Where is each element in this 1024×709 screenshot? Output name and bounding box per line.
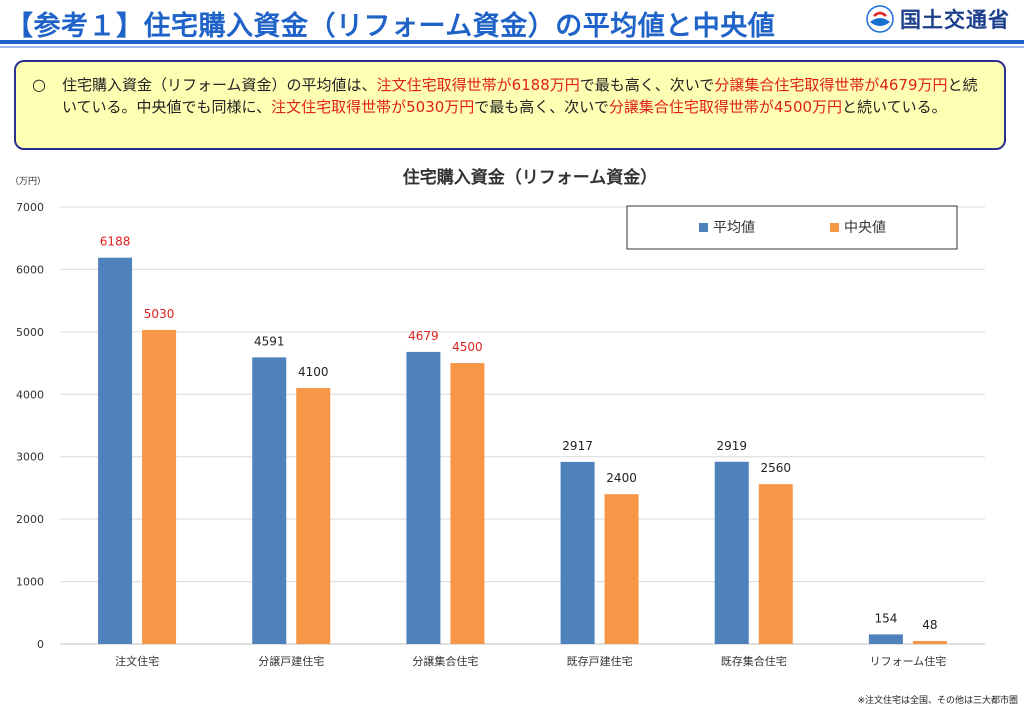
summary-segment: と続いている。中央値でも同様に、: [62, 76, 978, 116]
y-tick-label: 2000: [16, 513, 44, 526]
legend-label: 中央値: [844, 220, 886, 236]
bar: [142, 329, 177, 644]
summary-box: ○ 住宅購入資金（リフォーム資金）の平均値は、注文住宅取得世帯が6188万円で最…: [14, 60, 1006, 150]
y-tick-label: 6000: [16, 263, 44, 276]
summary-segment: と続いている。: [842, 98, 947, 116]
data-label: 48: [922, 618, 937, 632]
chart-legend: 平均値 中央値: [626, 205, 958, 250]
x-tick-label: 既存戸建住宅: [567, 654, 633, 668]
legend-box: [626, 205, 958, 250]
logo-text: 国土交通省: [900, 8, 1010, 32]
summary-text: 住宅購入資金（リフォーム資金）の平均値は、注文住宅取得世帯が6188万円で最も高…: [62, 74, 988, 118]
y-tick-label: 7000: [16, 201, 44, 214]
y-tick-label: 0: [37, 638, 44, 651]
summary-highlight: 注文住宅取得世帯が6188万円: [376, 76, 580, 94]
bar: [758, 484, 793, 644]
summary-bullet: ○: [32, 75, 46, 94]
data-label: 4500: [452, 340, 483, 354]
legend-swatch: [830, 223, 839, 232]
y-axis-unit-label: （万円）: [10, 176, 46, 187]
header-rule: [0, 40, 1024, 44]
bars-layer: [98, 257, 947, 644]
x-tick-label: 分譲集合住宅: [412, 654, 478, 668]
data-label: 154: [874, 611, 897, 625]
bar: [560, 461, 595, 644]
y-tick-label: 4000: [16, 388, 44, 401]
bar: [604, 494, 639, 644]
summary-segment: 住宅購入資金（リフォーム資金）の平均値は、: [62, 76, 377, 94]
summary-highlight: 分譲集合住宅取得世帯が4500万円: [608, 98, 843, 116]
summary-segment: で最も高く、次いで: [579, 76, 715, 94]
summary-segment: で最も高く、次いで: [474, 98, 609, 116]
data-label: 2919: [716, 439, 747, 453]
bar: [714, 461, 749, 644]
x-tick-label: 注文住宅: [115, 654, 159, 668]
header-rule-secondary: [0, 46, 1024, 48]
data-label: 2400: [606, 471, 637, 485]
bar: [98, 257, 133, 644]
x-tick-label: 分譲戸建住宅: [258, 654, 324, 668]
bar: [450, 363, 485, 644]
labels-layer: 6188 5030 注文住宅 4591 4100 分譲戸建住宅 4679 4500 分譲集合住宅…: [100, 235, 946, 668]
ministry-logo: 国土交通省: [866, 4, 1010, 34]
bar: [868, 634, 903, 644]
bar: [406, 351, 441, 644]
chart-title: 住宅購入資金（リフォーム資金）: [403, 167, 658, 188]
data-label: 2560: [760, 461, 791, 475]
bar: [912, 641, 947, 644]
legend-label: 平均値: [713, 220, 755, 236]
bar: [252, 357, 287, 644]
footnote: ※注文住宅は全国、その他は三大都市圏: [857, 696, 1018, 706]
bar: [296, 388, 331, 644]
data-label: 5030: [144, 307, 175, 321]
page-title: 【参考１】住宅購入資金（リフォーム資金）の平均値と中央値: [6, 11, 776, 42]
summary-highlight: 注文住宅取得世帯が5030万円: [271, 98, 475, 116]
data-label: 4100: [298, 365, 329, 379]
legend-swatch: [699, 223, 708, 232]
data-label: 4679: [408, 329, 439, 343]
y-tick-label: 3000: [16, 451, 44, 464]
data-label: 2917: [562, 439, 593, 453]
data-label: 6188: [100, 235, 131, 249]
bar-chart: 住宅購入資金（リフォーム資金） （万円） 0 1000 2000 3000 4000 50…: [10, 167, 985, 668]
summary-highlight: 分譲集合住宅取得世帯が4679万円: [714, 76, 948, 94]
mlit-logo-icon: [866, 5, 894, 33]
y-tick-label: 1000: [16, 576, 44, 589]
x-tick-label: 既存集合住宅: [721, 654, 787, 668]
y-tick-label: 5000: [16, 326, 44, 339]
data-label: 4591: [254, 334, 285, 348]
x-tick-label: リフォーム住宅: [870, 654, 947, 668]
